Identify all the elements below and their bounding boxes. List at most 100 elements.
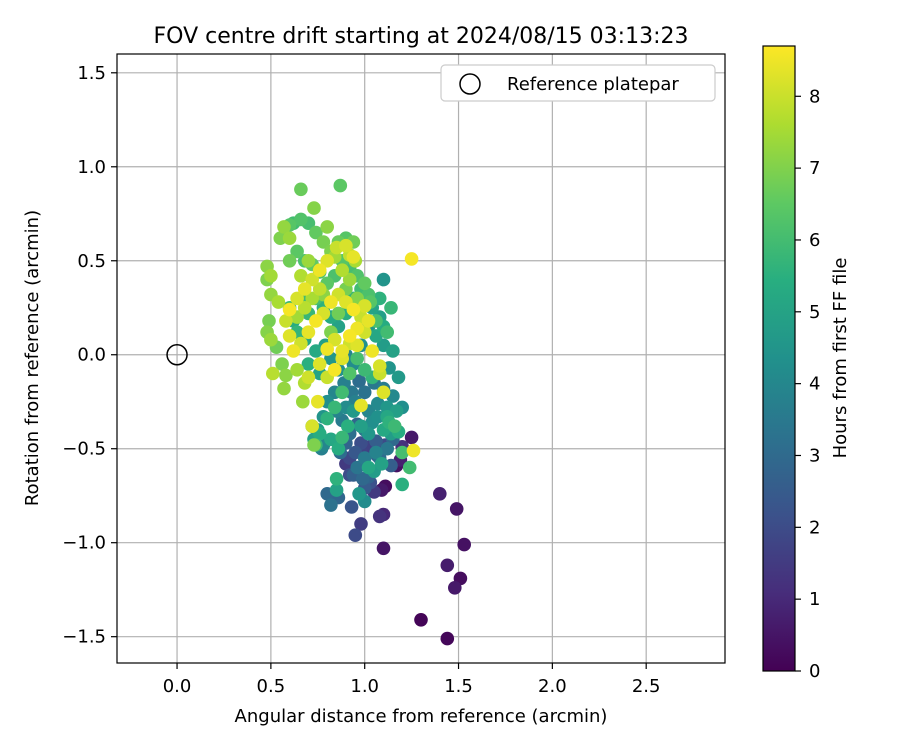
data-point (356, 472, 370, 486)
data-point (371, 410, 385, 424)
data-point (380, 441, 395, 456)
data-point (376, 272, 391, 287)
data-point (440, 558, 455, 573)
data-point (404, 430, 419, 445)
data-point (305, 272, 320, 287)
data-point (312, 282, 327, 296)
data-point (279, 368, 293, 383)
data-point (329, 472, 344, 486)
data-point (391, 370, 406, 385)
data-point (320, 411, 335, 426)
data-point (440, 631, 455, 646)
legend: Reference platepar (440, 64, 716, 102)
y-axis-ticks: −1.5 −1.0 −0.5 0.0 0.5 1.0 1.5 (62, 63, 117, 648)
data-point (312, 263, 327, 278)
reference-platepar-marker (166, 343, 188, 366)
data-point (335, 263, 350, 278)
data-point (333, 178, 348, 193)
data-point (342, 366, 357, 381)
x-tick-label: 1.5 (444, 676, 473, 697)
data-point (301, 370, 316, 385)
data-point (354, 398, 368, 413)
data-point (331, 306, 346, 321)
legend-marker-icon (459, 73, 481, 95)
colorbar-tick-label: 2 (809, 517, 820, 538)
data-point (266, 366, 280, 381)
legend-label: Reference platepar (507, 74, 679, 95)
data-point (327, 363, 342, 377)
data-point (320, 342, 335, 356)
data-point (320, 253, 335, 268)
data-point (273, 231, 288, 245)
data-point (341, 419, 355, 434)
y-tick-label: −0.5 (62, 439, 106, 460)
data-point (312, 357, 327, 371)
data-point (301, 357, 316, 371)
data-point (369, 445, 383, 460)
data-point (386, 344, 400, 358)
data-point (290, 244, 304, 259)
data-point (331, 441, 346, 456)
colorbar-label: Hours from first FF file (830, 258, 851, 459)
data-point (449, 502, 464, 516)
data-point (309, 314, 323, 328)
data-point (279, 314, 293, 328)
data-point (282, 231, 297, 245)
y-tick-label: 0.5 (77, 251, 106, 272)
data-point (324, 295, 338, 309)
data-point (404, 252, 419, 266)
data-point (384, 301, 398, 315)
data-point (335, 385, 350, 400)
data-point (374, 457, 389, 471)
data-point (354, 517, 368, 531)
colorbar-tick-label: 6 (809, 230, 820, 251)
data-point (344, 500, 359, 514)
legend-box (440, 64, 716, 102)
data-point (380, 325, 395, 340)
data-point (294, 182, 308, 197)
y-tick-label: 1.5 (77, 63, 106, 84)
data-point (320, 220, 335, 234)
data-point (342, 272, 357, 287)
data-point (372, 509, 387, 524)
data-points (260, 178, 472, 646)
data-point (352, 374, 366, 388)
data-point (327, 332, 342, 347)
data-point (309, 225, 323, 240)
colorbar-tick-label: 7 (809, 158, 820, 179)
data-point (277, 220, 291, 234)
data-point (282, 329, 297, 343)
x-tick-label: 0.5 (257, 676, 286, 697)
data-point (354, 419, 368, 434)
data-point (264, 269, 278, 283)
data-point (307, 201, 321, 215)
data-point (329, 483, 344, 497)
data-point (277, 381, 291, 396)
data-point (372, 359, 387, 373)
data-point (335, 430, 350, 445)
data-point (294, 269, 308, 283)
data-point (282, 253, 297, 268)
y-tick-label: −1.5 (62, 627, 106, 648)
data-point (395, 445, 410, 460)
data-point (294, 212, 308, 227)
data-point (352, 487, 366, 501)
data-point (361, 314, 376, 328)
data-point (361, 460, 376, 475)
colorbar-ticks: 0 1 2 3 4 5 6 7 8 (795, 86, 820, 682)
data-point (316, 235, 331, 249)
colorbar: 0 1 2 3 4 5 6 7 8 Hours from first FF file (762, 45, 851, 682)
data-point (262, 314, 276, 328)
data-point (350, 351, 365, 366)
data-point (457, 537, 472, 552)
y-axis-label: Rotation from reference (arcmin) (22, 210, 43, 506)
chart-title: FOV centre drift starting at 2024/08/15 … (154, 24, 689, 49)
data-point (346, 302, 361, 317)
data-point (290, 291, 304, 306)
data-point (301, 253, 316, 268)
data-point (387, 419, 402, 434)
colorbar-gradient (762, 45, 796, 672)
colorbar-tick-label: 3 (809, 445, 820, 466)
data-point (301, 325, 316, 340)
